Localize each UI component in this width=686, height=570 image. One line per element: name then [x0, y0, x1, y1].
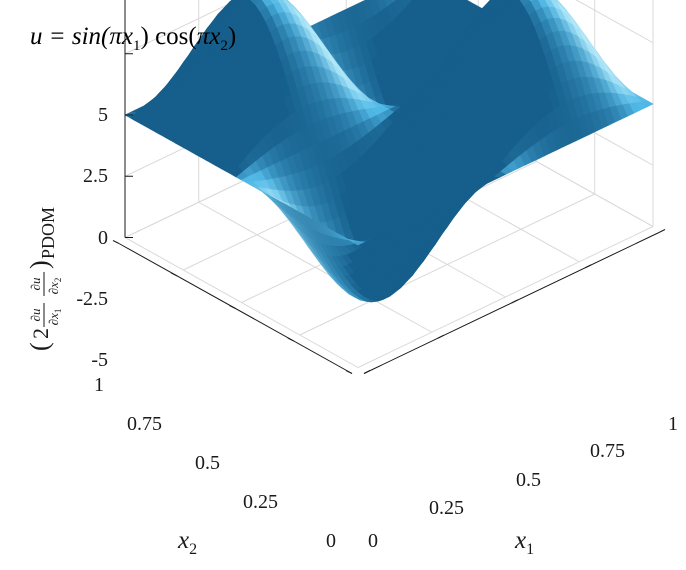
svg-text:PDOM: PDOM: [38, 207, 58, 259]
axes-lines: [112, 0, 666, 374]
x2-axis-label: x2: [177, 527, 197, 558]
svg-text:2: 2: [28, 328, 53, 339]
x1-tick: [658, 229, 666, 233]
z-tick-label: 2.5: [83, 165, 108, 187]
x1-tick: [363, 370, 371, 374]
surface-patch: [351, 241, 366, 246]
z-tick-label: 5: [98, 104, 108, 126]
svg-text:∂u: ∂u: [28, 308, 43, 321]
z-tick-label: -2.5: [76, 288, 108, 310]
svg-text:): ): [25, 260, 54, 269]
x2-tick-label: 1: [94, 374, 104, 396]
x1-tick: [511, 299, 518, 304]
x2-tick: [345, 370, 353, 374]
x2-tick-label: 0.5: [195, 452, 220, 474]
svg-text:(: (: [25, 342, 54, 351]
x2-tick-label: 0.25: [243, 491, 278, 513]
svg-text:∂x2: ∂x2: [46, 278, 63, 295]
x1-tick-label: 0.75: [590, 440, 625, 462]
grid-line: [124, 0, 654, 55]
x1-tick: [585, 264, 592, 269]
z-axis-label: ( 2 ∂u ∂x1 ∂u ∂x2 ) PDOM: [25, 207, 63, 351]
x1-tick-label: 0.25: [429, 497, 464, 519]
x2-tick: [112, 240, 120, 244]
svg-text:∂u: ∂u: [28, 277, 43, 290]
x1-tick-label: 0.5: [516, 469, 541, 491]
z-tick-label: -5: [91, 349, 108, 371]
surface-mesh: [124, 0, 654, 303]
x2-tick: [171, 272, 178, 277]
svg-text:∂x1: ∂x1: [46, 309, 63, 326]
x2-tick-label: 0: [326, 530, 336, 552]
chart-title: u = sin(πx1) cos(πx2): [30, 23, 236, 54]
x2-tick: [229, 305, 236, 309]
x1-tick-label: 0: [368, 530, 378, 552]
x2-tick-label: 0.75: [127, 413, 162, 435]
z-tick-label: 0: [98, 227, 108, 249]
x1-tick-label: 1: [668, 413, 678, 435]
x1-axis-label: x1: [514, 527, 534, 558]
x2-tick: [287, 337, 294, 342]
x1-tick: [437, 334, 444, 339]
